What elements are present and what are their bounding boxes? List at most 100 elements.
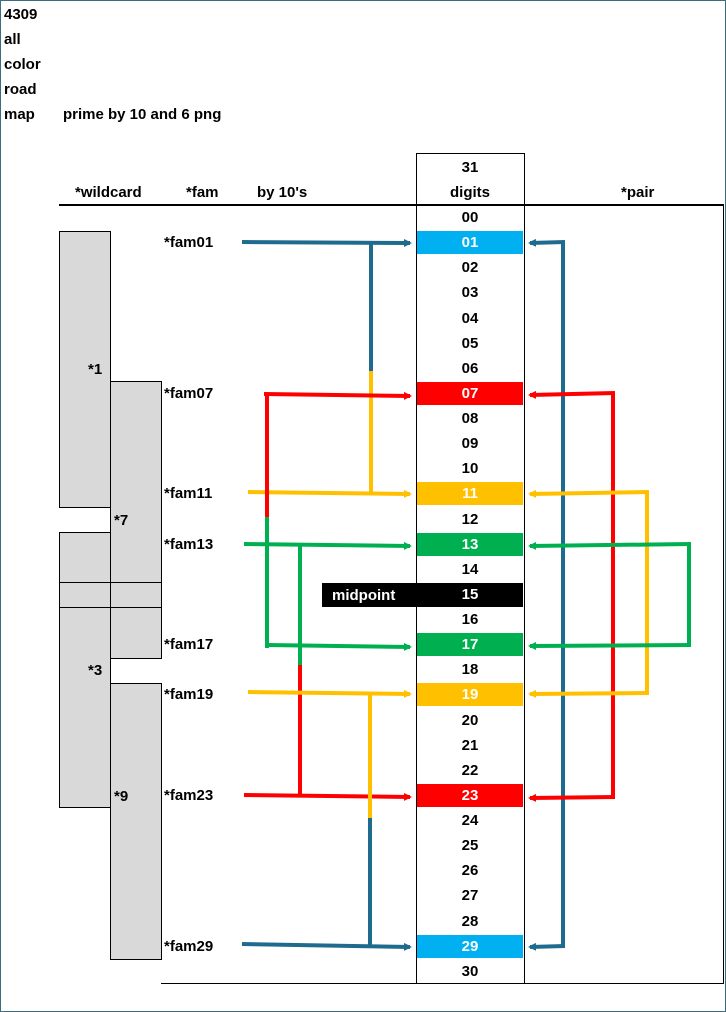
arrow-fam11-to-11 xyxy=(247,489,412,498)
digit-text: 23 xyxy=(461,787,479,804)
fam-label-19: *fam19 xyxy=(164,686,214,703)
pair-arrow-13 xyxy=(528,541,692,550)
digit-text: 07 xyxy=(461,385,479,402)
wildcard-box-7b xyxy=(110,607,162,659)
fam-label-11: *fam11 xyxy=(164,485,213,502)
digit-cell-30: 30 xyxy=(417,960,523,983)
arrow-fam07-to-07 xyxy=(263,391,412,400)
digits-right-rule xyxy=(524,153,525,984)
digit-text: 22 xyxy=(461,762,479,779)
digit-cell-23: 23 xyxy=(417,784,523,807)
digit-cell-17: 17 xyxy=(417,633,523,656)
digit-cell-05: 05 xyxy=(417,332,523,355)
digit-cell-27: 27 xyxy=(417,884,523,907)
digit-text: 17 xyxy=(461,636,479,653)
digit-cell-01: 01 xyxy=(417,231,523,254)
header-wildcard: *wildcard xyxy=(75,184,142,201)
wildcard-box-mid-left xyxy=(59,582,111,608)
digit-cell-12: 12 xyxy=(417,508,523,531)
fam-label-07: *fam07 xyxy=(164,385,214,402)
digit-text: 03 xyxy=(461,284,479,301)
digit-text: 14 xyxy=(461,561,479,578)
header-count: 31 xyxy=(461,159,479,176)
pair-arrow-29 xyxy=(528,942,566,951)
pair-arrow-11 xyxy=(528,489,650,498)
header-pair: *pair xyxy=(621,184,655,201)
title-line-5: map xyxy=(4,106,35,123)
pair-arrow-19 xyxy=(528,689,650,698)
midpoint-label: midpoint xyxy=(332,587,396,604)
title-line-2: all xyxy=(4,31,21,48)
digit-cell-00: 00 xyxy=(417,206,523,229)
digit-text: 12 xyxy=(461,511,479,528)
digit-cell-10: 10 xyxy=(417,457,523,480)
wildcard-box-7 xyxy=(110,381,162,583)
digit-text: 01 xyxy=(461,234,479,251)
digits-top-rule xyxy=(416,153,524,154)
wildcard-box-9 xyxy=(110,683,162,960)
digit-text: 24 xyxy=(461,812,479,829)
header-fam: *fam xyxy=(186,184,219,201)
pair-arrow-23 xyxy=(528,793,616,802)
digit-cell-25: 25 xyxy=(417,834,523,857)
digit-text: 02 xyxy=(461,259,479,276)
fam-label-23: *fam23 xyxy=(164,787,214,804)
digit-cell-18: 18 xyxy=(417,658,523,681)
digit-cell-20: 20 xyxy=(417,709,523,732)
digit-text: 29 xyxy=(461,938,479,955)
wildcard-label-7: *7 xyxy=(114,512,129,529)
digit-cell-06: 06 xyxy=(417,357,523,380)
arrow-fam29-to-29 xyxy=(241,942,412,951)
digit-text: 25 xyxy=(461,837,479,854)
fam-label-01: *fam01 xyxy=(164,234,214,251)
arrow-fam17-to-17 xyxy=(266,642,412,651)
digit-cell-15: 15 xyxy=(417,583,523,606)
digit-text: 27 xyxy=(461,887,479,904)
digit-text: 19 xyxy=(461,686,479,703)
digit-text: 00 xyxy=(461,209,479,226)
arrow-fam13-to-13 xyxy=(243,541,412,550)
wildcard-box-1 xyxy=(59,231,111,508)
wildcard-box-1b xyxy=(59,532,111,583)
arrow-fam23-to-23 xyxy=(243,792,412,801)
title-line-1: 4309 xyxy=(4,6,38,23)
digit-cell-16: 16 xyxy=(417,608,523,631)
digit-text: 13 xyxy=(461,536,479,553)
digit-cell-09: 09 xyxy=(417,432,523,455)
digit-text: 15 xyxy=(461,586,479,603)
arrow-fam19-to-19 xyxy=(247,689,412,698)
digit-cell-08: 08 xyxy=(417,407,523,430)
wildcard-box-3 xyxy=(59,607,111,808)
digit-text: 06 xyxy=(461,360,479,377)
header-by10: by 10's xyxy=(257,184,308,201)
title-line-3: color xyxy=(4,56,41,73)
digit-text: 05 xyxy=(461,335,479,352)
digit-text: 20 xyxy=(461,712,479,729)
digit-cell-03: 03 xyxy=(417,281,523,304)
digit-text: 26 xyxy=(461,862,479,879)
digit-cell-11: 11 xyxy=(417,482,523,505)
digit-cell-21: 21 xyxy=(417,734,523,757)
pair-right-rule xyxy=(723,204,724,984)
subtitle: prime by 10 and 6 png xyxy=(63,106,222,123)
digit-text: 18 xyxy=(461,661,479,678)
header-rule xyxy=(59,204,724,206)
digit-text: 10 xyxy=(461,460,479,477)
wildcard-label-9: *9 xyxy=(114,788,129,805)
digit-cell-07: 07 xyxy=(417,382,523,405)
fam-label-13: *fam13 xyxy=(164,536,214,553)
digit-text: 21 xyxy=(461,737,479,754)
wildcard-label-1: *1 xyxy=(88,361,103,378)
digit-cell-28: 28 xyxy=(417,910,523,933)
digit-cell-26: 26 xyxy=(417,859,523,882)
digit-cell-02: 02 xyxy=(417,256,523,279)
pair-arrow-17 xyxy=(528,641,692,650)
digit-cell-24: 24 xyxy=(417,809,523,832)
fam-label-29: *fam29 xyxy=(164,938,214,955)
digit-text: 30 xyxy=(461,963,479,980)
wildcard-label-3: *3 xyxy=(88,662,103,679)
bottom-rule xyxy=(161,983,724,984)
digits-left-rule xyxy=(416,153,417,984)
digit-cell-19: 19 xyxy=(417,683,523,706)
